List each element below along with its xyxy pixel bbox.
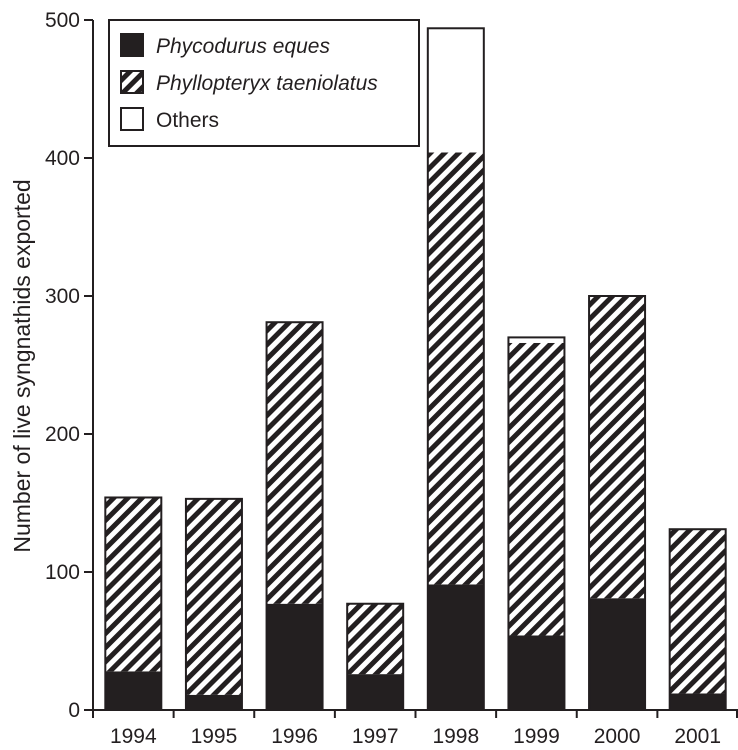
bar-segment-1997-series-1	[347, 674, 404, 710]
bar-segment-1994-series-2	[105, 497, 162, 672]
y-tick-label: 400	[45, 147, 80, 170]
bar-segment-1999-series-2	[508, 342, 565, 636]
x-tick-label-1998: 1998	[432, 725, 479, 748]
bar-segment-1994-series-1	[105, 671, 162, 710]
y-tick-label: 300	[45, 285, 80, 308]
bar-segment-2001-series-1	[669, 693, 726, 710]
legend-swatch-3	[120, 107, 144, 131]
bar-segment-1995-series-2	[185, 498, 242, 695]
legend: Phycodurus eques Phyllopteryx taeniolatus…	[108, 19, 420, 147]
y-tick-label: 500	[45, 9, 80, 32]
bar-segment-1998-series-2	[427, 152, 484, 585]
x-tick-label-1994: 1994	[110, 725, 157, 748]
bar-segment-1996-series-1	[266, 603, 323, 710]
bar-segment-2001-series-2	[669, 529, 726, 694]
x-tick-label-1999: 1999	[513, 725, 560, 748]
bar-segment-2000-series-1	[589, 598, 646, 710]
legend-label-2: Phyllopteryx taeniolatus	[156, 72, 378, 95]
bar-segment-1995-series-1	[185, 694, 242, 710]
x-axis: 1994 1995 1996 1997 1998 1999 2000 2001	[92, 709, 738, 748]
y-tick-label: 200	[45, 423, 80, 446]
x-tick-label-1996: 1996	[271, 725, 318, 748]
y-tick-label: 100	[45, 561, 80, 584]
bar-segment-1998-series-3	[427, 28, 484, 153]
legend-label-3: Others	[156, 109, 219, 132]
x-tick-label-1997: 1997	[352, 725, 399, 748]
bar-segment-1998-series-1	[427, 584, 484, 710]
y-axis-title: Number of live syngnathids exported	[9, 179, 35, 552]
legend-swatch-2	[120, 70, 144, 94]
bar-group	[104, 27, 727, 712]
bar-segment-1999-series-1	[508, 635, 565, 710]
y-tick-label: 0	[68, 699, 80, 722]
legend-label-1: Phycodurus eques	[156, 35, 330, 58]
legend-box	[108, 19, 420, 147]
bar-segment-1996-series-2	[266, 322, 323, 604]
bar-segment-2000-series-2	[589, 296, 646, 599]
x-tick-label-2000: 2000	[594, 725, 641, 748]
legend-swatch-1	[120, 33, 144, 57]
x-tick-label-2001: 2001	[674, 725, 721, 748]
bar-segment-1997-series-2	[347, 603, 404, 675]
x-tick-label-1995: 1995	[191, 725, 238, 748]
y-axis: 0 100 200 300 400 500	[45, 9, 94, 722]
bar-segment-1999-series-3	[508, 337, 565, 343]
